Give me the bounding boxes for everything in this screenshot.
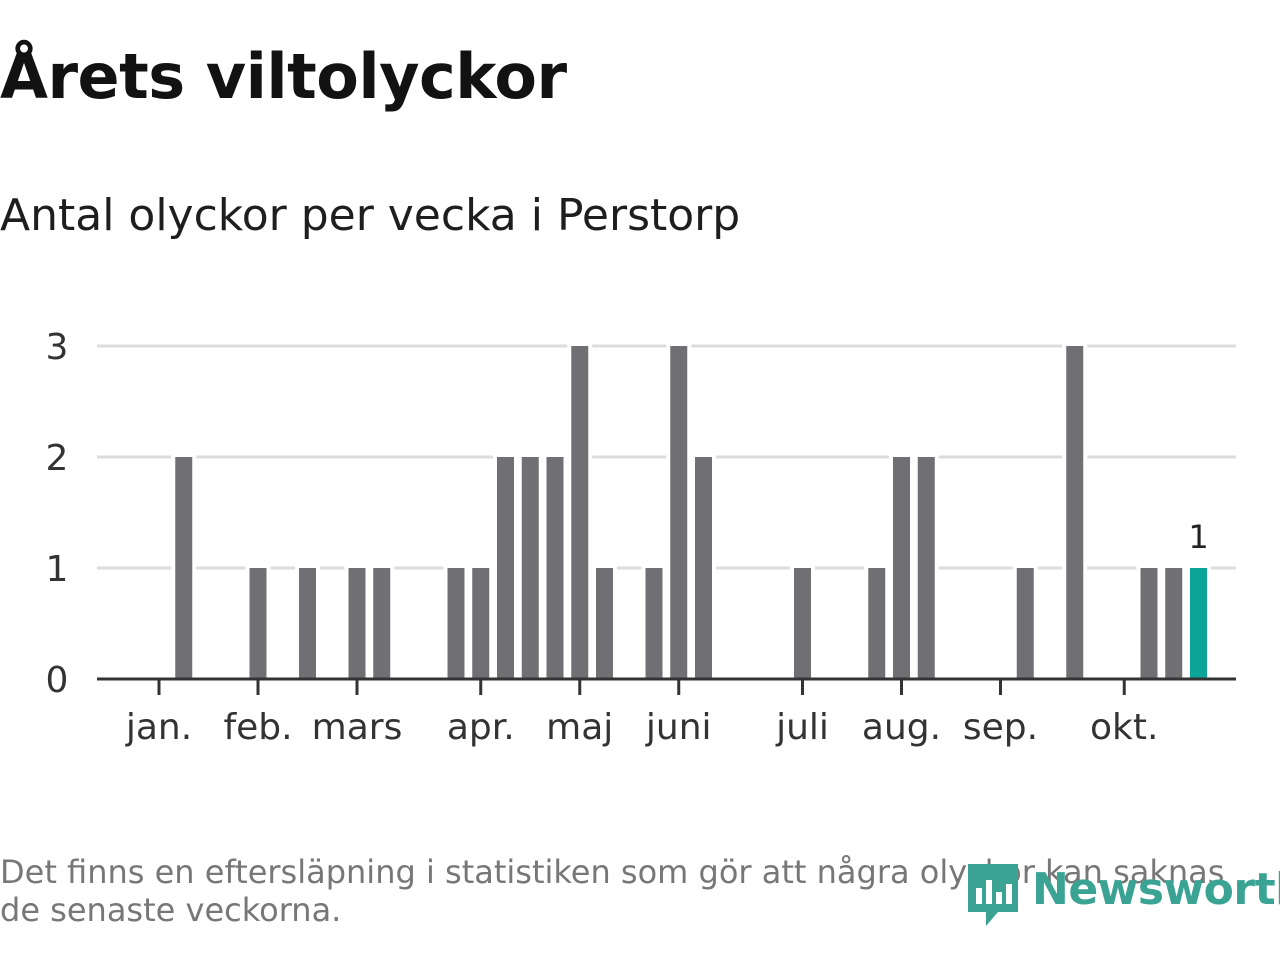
bar-chart: 0 1 2 3 1 jan. feb. mars apr. maj juni juli aug. sep.… (46, 327, 1236, 748)
bar (596, 568, 613, 679)
bar (1016, 568, 1034, 679)
x-tick-label: jan. (125, 707, 192, 748)
bar (794, 568, 811, 679)
x-tick-label: apr. (447, 707, 515, 748)
bar (695, 457, 712, 679)
x-tick-label: juni (645, 707, 712, 748)
bar (175, 457, 193, 679)
x-tick-label: juli (775, 707, 829, 748)
bar (521, 457, 539, 679)
x-tick-label: okt. (1090, 707, 1158, 748)
bar (645, 568, 663, 679)
bar (497, 457, 514, 679)
bar (546, 457, 564, 679)
chart-subtitle: Antal olyckor per vecka i Perstorp (0, 190, 741, 241)
x-tick-label: feb. (223, 707, 292, 748)
bar (670, 346, 688, 679)
bar (472, 568, 490, 679)
bar (1140, 568, 1158, 679)
y-tick-label: 0 (46, 660, 69, 701)
bar (249, 568, 267, 679)
x-tick-label: sep. (963, 707, 1038, 748)
bar (917, 457, 935, 679)
y-tick-label: 3 (46, 327, 69, 368)
bar (447, 568, 465, 679)
x-tick-label: aug. (862, 707, 941, 748)
y-tick-label: 1 (46, 549, 69, 590)
x-tick-label: mars (312, 707, 403, 748)
y-tick-label: 2 (46, 438, 69, 479)
bar (893, 457, 910, 679)
bar (571, 346, 589, 679)
bar-chart-badge-icon (968, 864, 1018, 926)
brand-logo: Newsworthy (962, 860, 1280, 930)
footnote: Det finns en eftersläpning i statistiken… (0, 853, 1225, 929)
brand-name: Newsworthy (1032, 864, 1280, 915)
bar (1066, 346, 1084, 679)
bar (299, 568, 316, 679)
bar (1165, 568, 1183, 679)
chart-title: Årets viltolyckor (0, 40, 567, 113)
bar (868, 568, 886, 679)
x-tick-label: maj (546, 707, 613, 748)
bar-highlight (1190, 568, 1207, 679)
bar (373, 568, 391, 679)
bar (348, 568, 366, 679)
data-label: 1 (1188, 518, 1208, 556)
